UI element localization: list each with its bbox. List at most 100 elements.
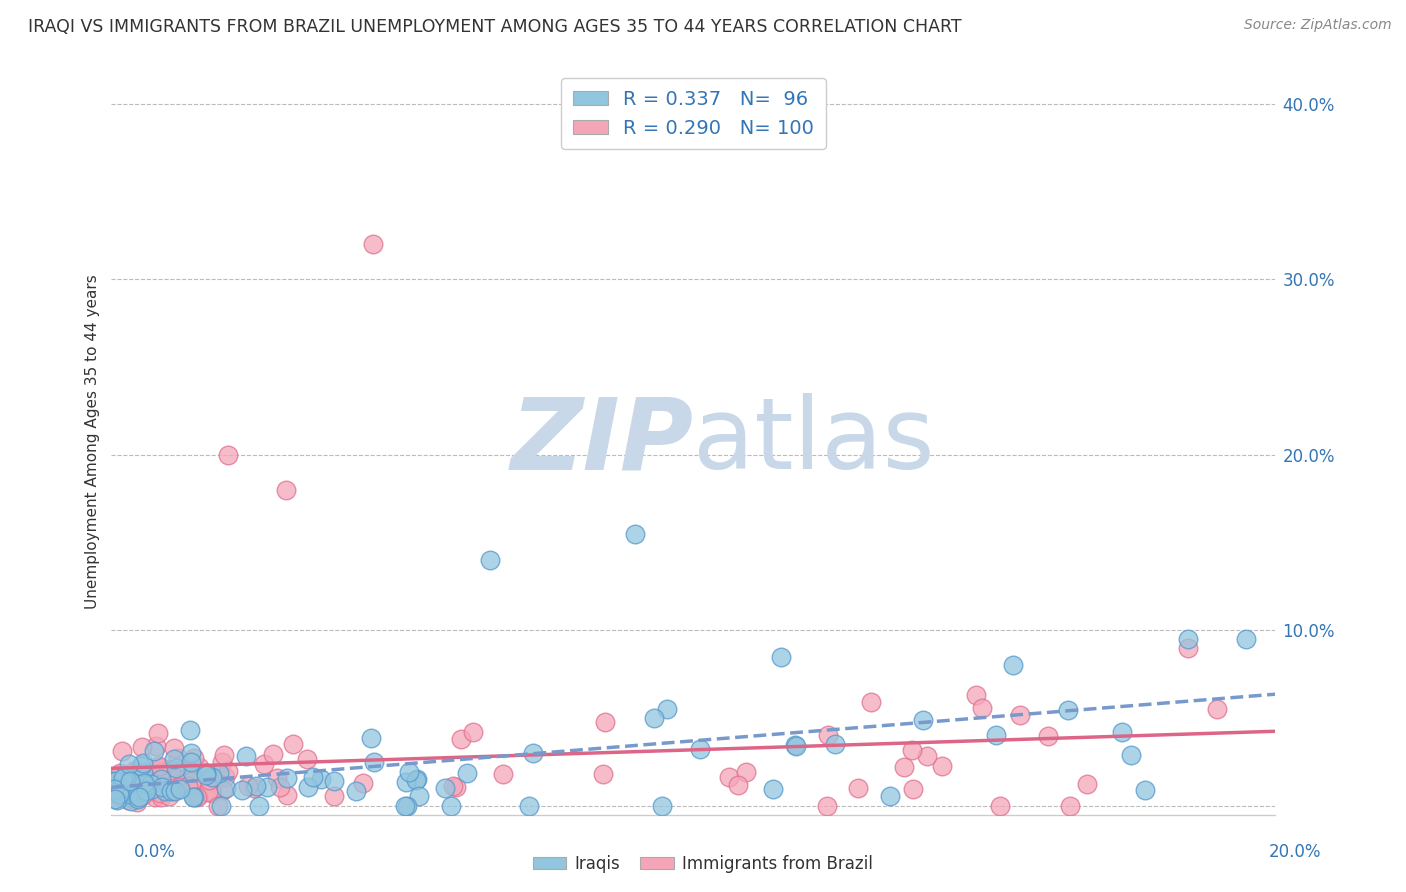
Point: [127, 792, 149, 806]
Point: [108, 789, 131, 804]
Point: [235, 748, 257, 763]
Point: [165, 784, 187, 798]
Point: [103, 774, 125, 789]
Point: [735, 764, 758, 779]
Point: [211, 755, 233, 769]
Point: [785, 738, 807, 752]
Point: [655, 702, 678, 716]
Point: [148, 758, 170, 772]
Point: [162, 784, 184, 798]
Point: [183, 790, 205, 805]
Point: [132, 768, 155, 782]
Point: [903, 781, 925, 796]
Point: [1057, 703, 1080, 717]
Point: [689, 742, 711, 756]
Point: [879, 789, 901, 803]
Point: [593, 714, 616, 729]
Point: [111, 744, 134, 758]
Point: [245, 780, 267, 794]
Point: [150, 780, 173, 795]
Y-axis label: Unemployment Among Ages 35 to 44 years: Unemployment Among Ages 35 to 44 years: [86, 274, 100, 609]
Point: [517, 798, 540, 813]
Point: [195, 767, 218, 781]
Point: [214, 770, 236, 784]
Point: [276, 771, 298, 785]
Point: [105, 767, 128, 781]
Point: [169, 780, 191, 795]
Point: [180, 746, 202, 760]
Point: [201, 786, 224, 800]
Text: 0.0%: 0.0%: [134, 843, 176, 861]
Point: [159, 763, 181, 777]
Point: [859, 695, 882, 709]
Point: [344, 783, 367, 797]
Point: [204, 772, 226, 786]
Point: [253, 757, 276, 772]
Text: Source: ZipAtlas.com: Source: ZipAtlas.com: [1244, 18, 1392, 32]
Point: [893, 760, 915, 774]
Point: [118, 782, 141, 797]
Point: [115, 787, 138, 801]
Point: [262, 747, 284, 762]
Point: [131, 740, 153, 755]
Point: [256, 780, 278, 794]
Point: [492, 767, 515, 781]
Point: [135, 784, 157, 798]
Point: [198, 772, 221, 787]
Point: [360, 731, 382, 745]
Point: [181, 773, 204, 788]
Point: [441, 779, 464, 793]
Point: [131, 759, 153, 773]
Point: [236, 779, 259, 793]
Point: [136, 782, 159, 797]
Point: [183, 751, 205, 765]
Point: [132, 788, 155, 802]
Point: [247, 798, 270, 813]
Point: [1177, 640, 1199, 655]
Point: [104, 774, 127, 789]
Point: [117, 788, 139, 802]
Point: [1036, 729, 1059, 743]
Point: [361, 237, 384, 252]
Point: [117, 792, 139, 806]
Point: [984, 728, 1007, 742]
Point: [200, 783, 222, 797]
Point: [972, 701, 994, 715]
Point: [322, 789, 344, 803]
Point: [785, 739, 807, 754]
Point: [177, 779, 200, 793]
Point: [143, 744, 166, 758]
Point: [149, 786, 172, 800]
Point: [817, 728, 839, 742]
Point: [157, 789, 180, 804]
Point: [217, 764, 239, 779]
Point: [446, 780, 468, 795]
Point: [132, 765, 155, 780]
Point: [183, 772, 205, 786]
Point: [122, 788, 145, 802]
Point: [297, 780, 319, 794]
Point: [352, 775, 374, 789]
Point: [302, 770, 325, 784]
Point: [110, 782, 132, 797]
Point: [266, 772, 288, 786]
Point: [405, 772, 427, 787]
Point: [180, 764, 202, 779]
Point: [651, 798, 673, 813]
Point: [157, 763, 180, 777]
Point: [188, 760, 211, 774]
Point: [111, 785, 134, 799]
Point: [180, 755, 202, 769]
Point: [165, 761, 187, 775]
Point: [120, 794, 142, 808]
Text: ZIP: ZIP: [510, 393, 693, 490]
Point: [131, 785, 153, 799]
Point: [197, 785, 219, 799]
Point: [166, 751, 188, 765]
Text: IRAQI VS IMMIGRANTS FROM BRAZIL UNEMPLOYMENT AMONG AGES 35 TO 44 YEARS CORRELATI: IRAQI VS IMMIGRANTS FROM BRAZIL UNEMPLOY…: [28, 18, 962, 36]
Point: [931, 759, 953, 773]
Point: [450, 732, 472, 747]
Point: [118, 790, 141, 805]
Point: [181, 789, 204, 804]
Point: [141, 777, 163, 791]
